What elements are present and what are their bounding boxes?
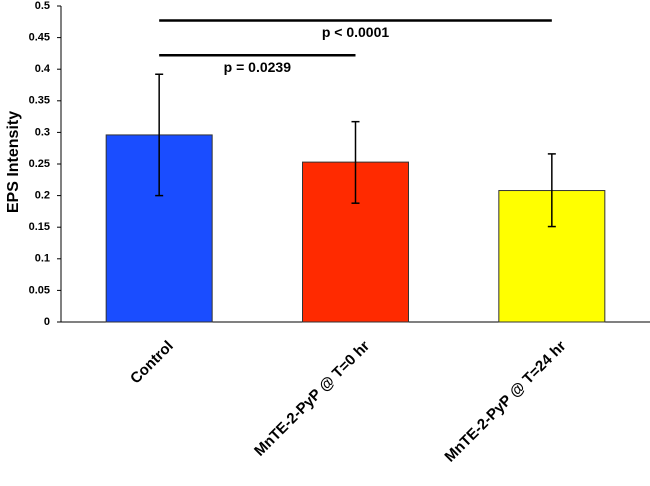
category-label: Control: [127, 338, 177, 388]
y-tick-label: 0.15: [29, 221, 50, 233]
category-labels: Control MnTE-2-PyP @ T=0 hr MnTE-2-PyP @ T…: [127, 338, 570, 466]
category-label: MnTE-2-PyP @ T=0 hr: [251, 338, 373, 460]
y-tick-label: 0.2: [35, 190, 50, 202]
y-tick-label: 0: [44, 316, 50, 328]
category-label: MnTE-2-PyP @ T=24 hr: [441, 338, 569, 466]
y-tick-label: 0.25: [29, 158, 50, 170]
p-value-label: p < 0.0001: [322, 24, 390, 40]
p-value-label: p = 0.0239: [224, 59, 292, 75]
y-tick-label: 0.45: [29, 32, 50, 44]
y-tick-label: 0.4: [35, 63, 51, 75]
y-tick-label: 0.1: [35, 253, 50, 265]
y-axis: 0 0.05 0.1 0.15 0.2 0.25 0.3 0.35 0.4 0.45 0.5: [29, 0, 650, 328]
y-axis-label: EPS Intensity: [5, 111, 22, 213]
error-bars: [155, 73, 556, 228]
bars: [105, 134, 606, 323]
y-tick-label: 0.35: [29, 95, 50, 107]
y-tick-label: 0.05: [29, 284, 50, 296]
y-tick-label: 0.5: [35, 0, 50, 12]
significance-annotations: p = 0.0239 p < 0.0001: [159, 19, 552, 75]
y-tick-label: 0.3: [35, 126, 50, 138]
